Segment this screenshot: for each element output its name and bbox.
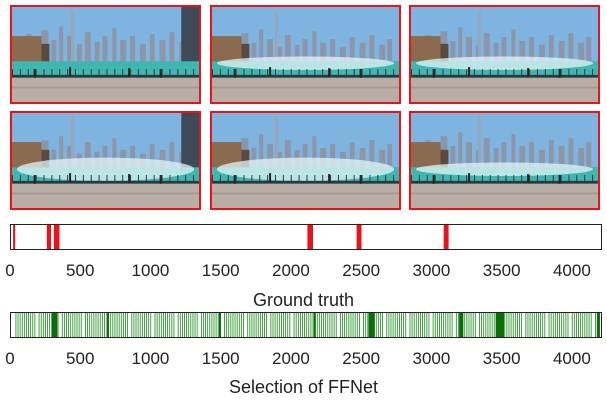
selection-segment [495, 313, 505, 337]
keyframe-thumbnail [210, 5, 401, 104]
tick-label: 2500 [342, 261, 381, 280]
ground-truth-segment [307, 225, 314, 249]
tick-label: 2000 [272, 349, 310, 368]
tick-label: 3500 [482, 261, 521, 280]
tick-label: 3000 [412, 349, 451, 368]
ground-truth-segment [443, 225, 449, 249]
keyframe-grid [10, 5, 604, 216]
tick-label: 500 [66, 261, 95, 280]
selection-segment [368, 313, 375, 337]
keyframe-thumbnail [210, 111, 401, 210]
selection-caption: Selection of FFNet [228, 377, 379, 397]
ground-truth-segment [53, 225, 60, 249]
ground-truth-caption: Ground truth [252, 290, 355, 310]
selection-segment [313, 313, 316, 337]
tick-label: 1500 [201, 349, 240, 368]
selection-bar [10, 312, 602, 338]
ground-truth-bar [10, 224, 602, 250]
tick-label: 1000 [131, 261, 170, 280]
selection-segment [596, 313, 600, 337]
ground-truth-segment [356, 225, 362, 249]
keyframe-thumbnail [409, 5, 600, 104]
tick-label: 3000 [412, 261, 451, 280]
selection-segment [459, 313, 464, 337]
tick-label: 4000 [552, 349, 591, 368]
keyframe-thumbnail [10, 5, 201, 104]
keyframe-thumbnail [10, 111, 201, 210]
tick-label: 3500 [482, 349, 521, 368]
tick-label: 2000 [272, 261, 310, 280]
tick-label: 0 [5, 349, 15, 368]
ground-truth-segment [46, 225, 52, 249]
tick-label: 0 [5, 261, 15, 280]
tick-label: 2500 [342, 349, 381, 368]
tick-label: 4000 [552, 261, 591, 280]
selection-segment [218, 313, 222, 337]
selection-axis: 0 500 1000 1500 2000 2500 3000 3500 4000 [5, 349, 602, 371]
ground-truth-axis: 0 500 1000 1500 2000 2500 3000 3500 4000 [5, 261, 602, 283]
tick-label: 1500 [201, 261, 240, 280]
keyframe-thumbnail [409, 111, 600, 210]
ground-truth-segment [13, 225, 16, 249]
tick-label: 1000 [131, 349, 170, 368]
selection-segment [106, 313, 109, 337]
tick-label: 500 [66, 349, 95, 368]
selection-segment [51, 313, 58, 337]
